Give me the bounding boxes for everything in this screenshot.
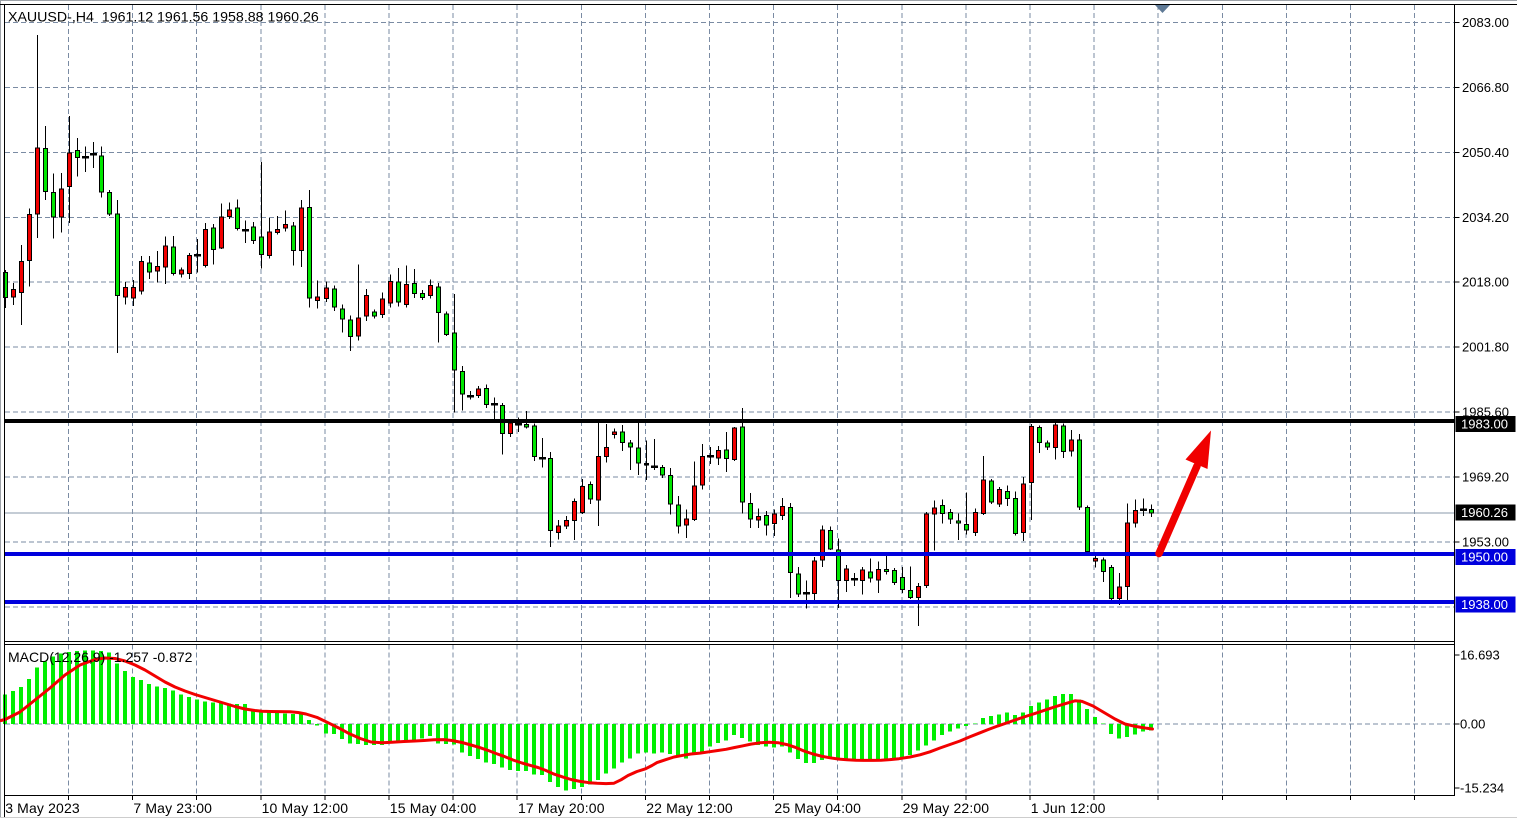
svg-text:29 May 22:00: 29 May 22:00 bbox=[903, 800, 990, 816]
svg-text:1950.00: 1950.00 bbox=[1461, 550, 1508, 565]
svg-text:-15.234: -15.234 bbox=[1460, 780, 1504, 795]
svg-text:22 May 12:00: 22 May 12:00 bbox=[646, 800, 733, 816]
svg-text:10 May 12:00: 10 May 12:00 bbox=[262, 800, 349, 816]
svg-text:0.00: 0.00 bbox=[1460, 717, 1485, 732]
svg-text:2034.20: 2034.20 bbox=[1462, 210, 1509, 225]
svg-text:7 May 23:00: 7 May 23:00 bbox=[133, 800, 212, 816]
svg-text:MACD(12,26,9) -1.257 -0.872: MACD(12,26,9) -1.257 -0.872 bbox=[8, 649, 193, 665]
svg-text:1 Jun 12:00: 1 Jun 12:00 bbox=[1031, 800, 1106, 816]
svg-text:25 May 04:00: 25 May 04:00 bbox=[774, 800, 861, 816]
svg-text:2050.40: 2050.40 bbox=[1462, 145, 1509, 160]
svg-text:XAUUSD-,H4 1961.12 1961.56 19: XAUUSD-,H4 1961.12 1961.56 1958.88 1960.… bbox=[8, 10, 319, 26]
svg-text:1983.00: 1983.00 bbox=[1461, 417, 1508, 432]
svg-text:17 May 20:00: 17 May 20:00 bbox=[518, 800, 605, 816]
svg-text:16.693: 16.693 bbox=[1460, 647, 1500, 662]
svg-text:1985.60: 1985.60 bbox=[1462, 405, 1509, 420]
svg-text:1969.20: 1969.20 bbox=[1462, 470, 1509, 485]
svg-text:1938.00: 1938.00 bbox=[1461, 597, 1508, 612]
svg-text:2083.00: 2083.00 bbox=[1462, 15, 1509, 30]
svg-text:1953.00: 1953.00 bbox=[1462, 534, 1509, 549]
svg-text:3 May 2023: 3 May 2023 bbox=[5, 800, 80, 816]
svg-text:15 May 04:00: 15 May 04:00 bbox=[390, 800, 477, 816]
svg-text:2001.80: 2001.80 bbox=[1462, 340, 1509, 355]
svg-text:2018.00: 2018.00 bbox=[1462, 275, 1509, 290]
svg-text:1960.26: 1960.26 bbox=[1461, 505, 1508, 520]
svg-text:2066.80: 2066.80 bbox=[1462, 80, 1509, 95]
